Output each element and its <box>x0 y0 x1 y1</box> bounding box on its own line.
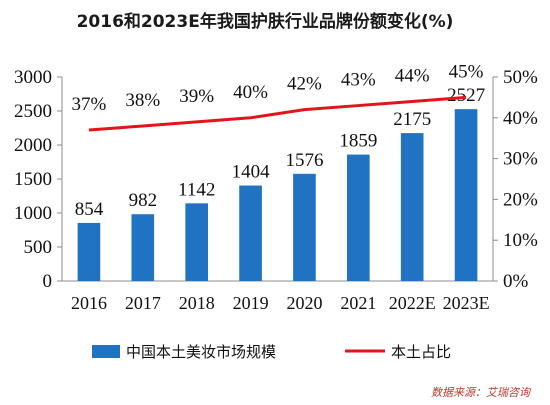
line-value-label: 37% <box>72 94 107 115</box>
x-tick-label: 2016 <box>71 293 107 313</box>
left-tick-label: 1500 <box>14 169 52 190</box>
bar <box>346 154 370 281</box>
right-tick-label: 30% <box>503 149 538 170</box>
bar-value-label: 1404 <box>232 162 271 183</box>
line-value-label: 38% <box>125 90 160 111</box>
bar <box>185 203 209 281</box>
right-tick-label: 20% <box>503 189 538 210</box>
plot-area: 0 500 1000 1500 2000 2500 3000 0% 10% 20% 30% 40% 50… <box>14 61 538 313</box>
x-tick-label: 2018 <box>179 293 215 313</box>
bar-value-label: 982 <box>129 190 158 211</box>
right-tick-label: 50% <box>503 67 538 88</box>
bar-value-label: 1576 <box>285 150 323 171</box>
left-tick-label: 2000 <box>14 135 52 156</box>
x-tick-label: 2020 <box>286 293 322 313</box>
bar <box>239 185 262 281</box>
chart-title: 2016和2023E年我国护肤行业品牌份额变化(%) <box>77 11 454 32</box>
line-value-label: 44% <box>395 65 430 86</box>
source-note: 数据来源：艾瑞咨询 <box>431 386 532 399</box>
left-tick-label: 2500 <box>14 101 52 122</box>
bar-value-label: 1859 <box>339 131 377 152</box>
x-tick-label: 2023E <box>443 293 490 313</box>
bar-value-label: 2527 <box>447 85 485 106</box>
x-tick-label: 2019 <box>233 293 269 313</box>
x-tick-label: 2022E <box>389 293 436 313</box>
right-tick-label: 10% <box>503 230 538 251</box>
legend: 中国本土美妆市场规模 本土占比 <box>92 343 451 361</box>
legend-swatch-bar <box>92 345 120 358</box>
bar-value-label: 854 <box>75 199 104 220</box>
line-value-label: 42% <box>287 74 322 95</box>
line-value-label: 45% <box>449 61 484 82</box>
left-tick-label: 1000 <box>14 203 52 224</box>
x-tick-label: 2017 <box>125 293 161 313</box>
line-value-label: 40% <box>233 82 268 103</box>
bar <box>400 133 424 281</box>
left-tick-label: 3000 <box>14 67 52 88</box>
left-tick-label: 500 <box>24 237 53 258</box>
bar-value-label: 1142 <box>178 179 215 200</box>
line-value-label: 39% <box>179 86 214 107</box>
line-value-label: 43% <box>341 70 376 91</box>
legend-label-line: 本土占比 <box>391 343 451 361</box>
left-tick-label: 0 <box>43 271 53 292</box>
right-tick-label: 0% <box>503 271 529 292</box>
share-line <box>88 95 467 132</box>
x-tick-label: 2021 <box>340 293 376 313</box>
bar <box>454 109 478 281</box>
bar-value-label: 2175 <box>393 109 431 130</box>
bar <box>77 222 101 281</box>
legend-label-bar: 中国本土美妆市场规模 <box>126 343 276 361</box>
bar <box>131 214 155 281</box>
right-tick-label: 40% <box>503 108 538 129</box>
bar <box>293 173 316 281</box>
